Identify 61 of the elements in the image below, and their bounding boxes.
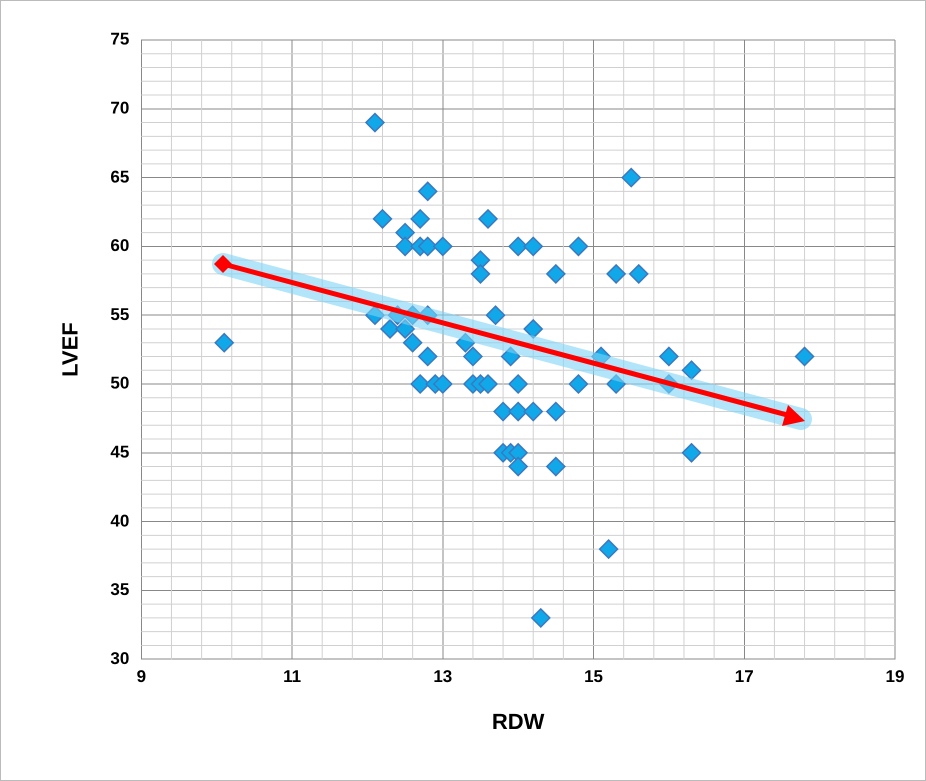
point <box>546 264 566 284</box>
y-tick-label: 45 <box>110 442 130 462</box>
x-tick-label: 9 <box>136 667 146 686</box>
point <box>478 374 498 394</box>
point <box>418 346 438 366</box>
point <box>214 332 234 352</box>
y-tick-label: 65 <box>110 167 130 186</box>
x-tick-label: 19 <box>886 667 904 686</box>
point <box>523 236 543 256</box>
point <box>621 168 641 188</box>
point <box>365 305 385 325</box>
point <box>682 443 702 463</box>
point <box>598 539 618 559</box>
point <box>628 264 648 284</box>
point <box>372 209 392 229</box>
point <box>508 456 528 476</box>
point <box>395 319 415 339</box>
point <box>470 264 490 284</box>
point <box>659 346 679 366</box>
x-tick-label: 13 <box>433 667 452 686</box>
x-tick-label: 15 <box>584 667 603 686</box>
point <box>463 346 483 366</box>
point <box>433 236 453 256</box>
y-tick-label: 50 <box>110 374 130 393</box>
y-tick-label: 40 <box>110 511 130 530</box>
point <box>508 236 528 256</box>
point <box>418 182 438 202</box>
point <box>606 264 626 284</box>
point <box>794 346 814 366</box>
point <box>402 332 422 352</box>
point <box>500 346 520 366</box>
point <box>433 374 453 394</box>
point <box>395 236 415 256</box>
y-tick-label: 35 <box>110 580 130 600</box>
point <box>478 209 498 229</box>
point <box>523 319 543 339</box>
point <box>531 608 551 628</box>
point <box>456 332 476 352</box>
x-tick-label: 17 <box>734 667 754 686</box>
y-tick-label: 70 <box>110 98 130 118</box>
point <box>508 402 528 422</box>
y-axis-title: LVEF <box>57 322 82 377</box>
point <box>606 374 626 394</box>
point <box>523 402 543 422</box>
point <box>365 112 385 132</box>
y-tick-label: 60 <box>110 236 130 256</box>
x-axis-title: RDW <box>492 708 545 734</box>
x-tick-label: 11 <box>283 667 302 686</box>
point <box>568 236 588 256</box>
point <box>410 374 430 394</box>
point <box>546 456 566 476</box>
point <box>486 305 506 325</box>
point <box>418 236 438 256</box>
point <box>682 360 702 380</box>
point <box>546 402 566 422</box>
point <box>568 374 588 394</box>
point <box>508 374 528 394</box>
point <box>410 209 430 229</box>
y-tick-label: 30 <box>110 648 130 668</box>
y-tick-label: 55 <box>110 304 130 324</box>
y-tick-label: 75 <box>110 30 130 49</box>
